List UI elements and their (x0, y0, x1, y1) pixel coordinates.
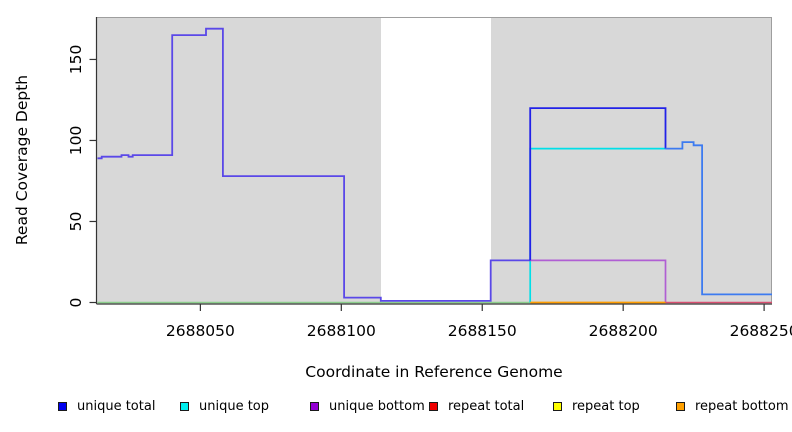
x-tick-label: 2688250 (730, 322, 792, 340)
y-tick-label: 50 (67, 212, 85, 232)
series-layer (97, 27, 772, 304)
x-tick-label: 2688100 (307, 322, 376, 340)
unique-total-mid-line (529, 107, 667, 261)
x-tick-label: 2688050 (166, 322, 235, 340)
masked-region (380, 18, 491, 303)
unique-bottom-line (530, 259, 667, 303)
unique-top-line (529, 147, 666, 303)
x-tick-label: 2688200 (589, 322, 658, 340)
y-axis-title: Read Coverage Depth (13, 75, 31, 245)
y-tick-label: 150 (67, 45, 85, 75)
unique-total-right-line (665, 141, 772, 296)
x-axis-title: Coordinate in Reference Genome (305, 363, 562, 381)
y-tick-label: 100 (67, 126, 85, 156)
axis-layer: 2688050 2688100 2688150 2688200 2688250 0 50 10… (67, 17, 792, 340)
plot-panel (97, 17, 772, 303)
x-tick-label: 2688150 (448, 322, 517, 340)
unique-total-left-line (97, 27, 531, 302)
y-tick-label: 0 (67, 298, 85, 308)
